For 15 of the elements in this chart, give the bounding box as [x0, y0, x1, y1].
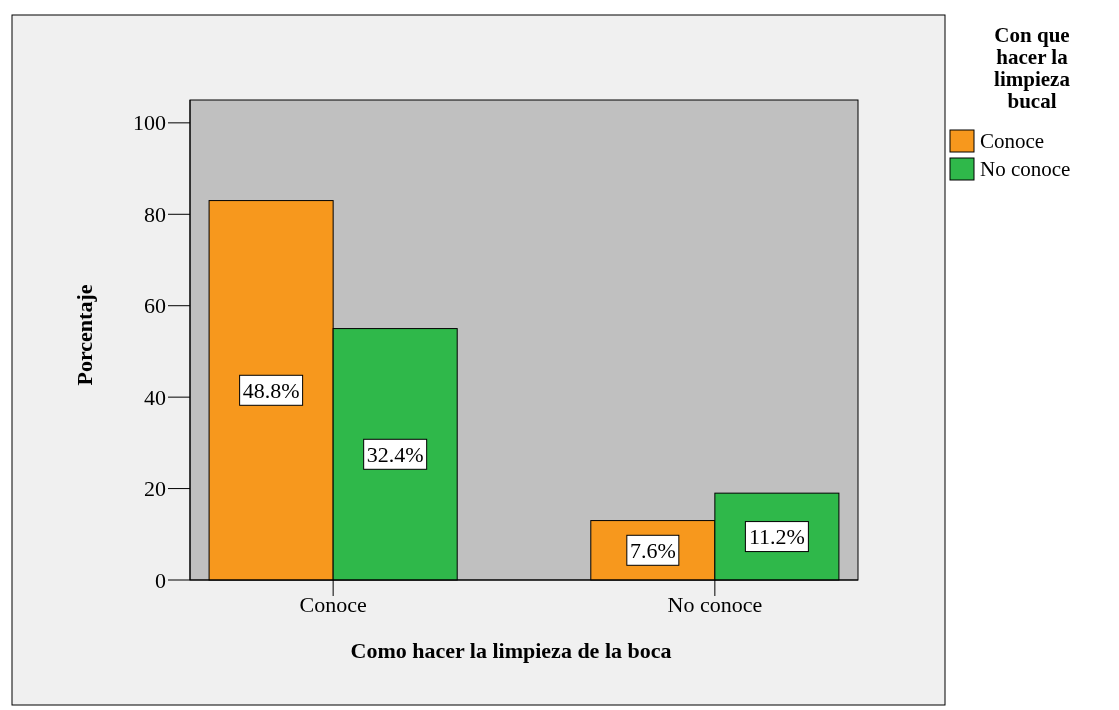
legend-label: No conoce [980, 157, 1071, 181]
legend-label: Conoce [980, 129, 1045, 153]
x-axis-title: Como hacer la limpieza de la boca [350, 638, 672, 663]
annotation: 11.2% [748, 524, 805, 550]
y-tick-label: 80 [144, 201, 166, 227]
annotation: 48.8% [242, 377, 300, 403]
y-axis-title: Porcentaje [72, 284, 97, 386]
y-tick-label: 100 [133, 110, 166, 136]
y-tick-label: 20 [144, 476, 166, 502]
y-tick-label: 40 [144, 384, 166, 410]
annotation: 7.6% [629, 537, 676, 563]
y-tick-label: 0 [155, 567, 166, 593]
legend-title: Con que hacer la limpieza bucal [994, 23, 1071, 113]
y-tick-label: 60 [144, 293, 166, 319]
annotation: 32.4% [366, 441, 424, 467]
